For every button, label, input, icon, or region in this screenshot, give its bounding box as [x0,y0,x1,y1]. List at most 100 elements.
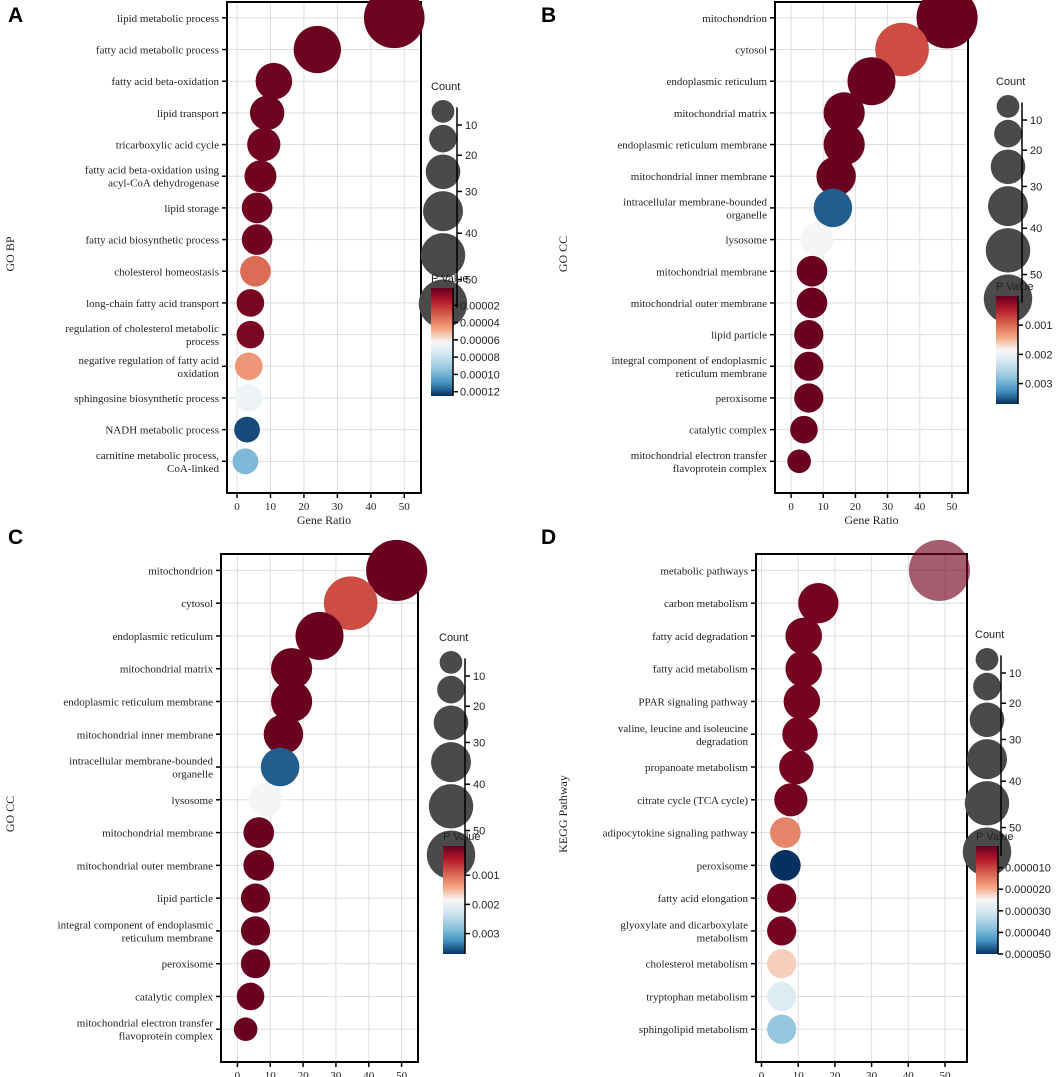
data-point [244,160,277,193]
data-point [240,255,271,287]
x-tick-label: 30 [332,501,344,513]
count-legend-circle [433,705,469,741]
term-label: glyoxylate and dicarboxylate metabolism [620,919,748,944]
data-point [260,747,300,787]
colorbar-tick-label: 0.000010 [1005,863,1051,875]
x-tick-label: 40 [365,501,377,513]
data-point [270,648,313,690]
x-tick-label: 50 [396,1070,408,1077]
count-legend-circle [975,648,999,671]
term-label-line: tryptophan metabolism [646,991,748,1003]
term-label: catalytic complex [689,425,767,437]
term-label-line: cytosol [181,598,213,610]
y-axis-title: KEGG Pathway [556,775,570,853]
term-label: carnitine metabolic process, CoA-linked [96,450,220,475]
x-tick-label: 30 [330,1070,342,1077]
term-label-line: mitochondrial matrix [674,108,768,120]
count-legend-label: 40 [1030,223,1042,235]
term-label: mitochondrion [702,13,767,25]
term-label-line: process [186,336,219,348]
term-label-line: endoplasmic reticulum membrane [63,696,213,708]
x-axis-title: Gene Ratio [297,513,351,527]
term-label-line: lysosome [171,795,213,807]
data-point [767,916,797,946]
count-legend-title: Count [431,81,460,93]
data-point [796,287,828,319]
term-label: endoplasmic reticulum membrane [63,696,213,708]
count-legend-label: 10 [465,120,477,132]
count-legend-circle [439,651,463,674]
data-point [295,611,344,660]
x-tick-label: 40 [903,1070,915,1077]
term-label-line: metabolic pathways [660,565,748,577]
data-point [236,982,265,1011]
term-label: lipid storage [164,203,219,215]
term-label-line: mitochondrial membrane [102,828,213,840]
colorbar-tick-label: 0.001 [472,870,500,882]
colorbar-tick-label: 0.00008 [460,352,500,364]
panel-label: B [541,4,556,27]
term-label: fatty acid beta-oxidation using acyl-CoA … [85,165,220,190]
pvalue-colorbar [431,288,453,396]
term-label-line: cholesterol metabolism [646,959,749,971]
y-axis-title: GO BP [3,236,17,271]
pvalue-legend-title: P Value [996,281,1034,293]
count-legend-circle [985,228,1031,273]
pvalue-colorbar [976,846,998,954]
data-point [774,783,808,817]
term-label-line: carbon metabolism [664,598,748,610]
term-label: tricarboxylic acid cycle [116,140,219,152]
panel-label: D [541,526,556,549]
data-point [794,320,824,350]
term-label: mitochondrial inner membrane [77,729,213,741]
term-label-line: catalytic complex [135,991,213,1003]
data-point [785,617,822,655]
count-legend-circle [429,124,457,153]
term-label-line: lipid storage [164,203,219,215]
count-legend-label: 40 [1009,776,1021,788]
count-legend-circle [425,154,461,190]
data-point [847,57,896,106]
term-label: cytosol [181,598,213,610]
term-label-line: mitochondrial electron transfer [77,1018,214,1030]
term-label-line: mitochondrial inner membrane [77,729,213,741]
x-tick-label: 50 [939,1070,951,1077]
term-label: peroxisome [697,860,748,872]
count-legend-circle [967,739,1007,780]
x-axis-title: Gene Ratio [844,513,898,527]
x-tick-label: 30 [882,501,894,513]
x-tick-label: 10 [265,501,277,513]
count-legend-label: 20 [473,701,485,713]
data-point [247,127,281,162]
term-label-line: mitochondrion [148,565,213,577]
term-label: mitochondrial membrane [656,266,767,278]
colorbar-tick-label: 0.00010 [460,369,500,381]
term-label: NADH metabolic process [105,425,219,437]
x-tick-label: 0 [788,501,794,513]
count-legend-circle [431,742,471,783]
pvalue-legend-title: P Value [976,831,1014,843]
term-label: adipocytokine signaling pathway [603,828,749,840]
count-legend-label: 20 [1009,698,1021,710]
term-label-line: PPAR signaling pathway [638,696,748,708]
data-point [790,415,818,444]
term-label: cholesterol metabolism [646,959,749,971]
data-point [785,650,822,687]
term-label-line: lysosome [725,235,767,247]
term-label-line: fatty acid biosynthetic process [86,235,220,247]
x-tick-label: 20 [298,1070,310,1077]
term-label-line: tricarboxylic acid cycle [116,140,219,152]
term-label: fatty acid biosynthetic process [86,235,220,247]
data-point [908,539,971,601]
x-tick-label: 20 [850,501,862,513]
term-label-line: lipid particle [157,893,213,905]
x-tick-label: 50 [399,501,411,513]
term-label: lysosome [171,795,213,807]
term-label: lipid transport [157,108,219,120]
term-label: fatty acid beta-oxidation [111,76,219,88]
count-legend-circle [969,702,1005,738]
term-label-line: mitochondrial outer membrane [77,860,213,872]
term-label-line: citrate cycle (TCA cycle) [637,795,748,807]
data-point [241,224,273,255]
